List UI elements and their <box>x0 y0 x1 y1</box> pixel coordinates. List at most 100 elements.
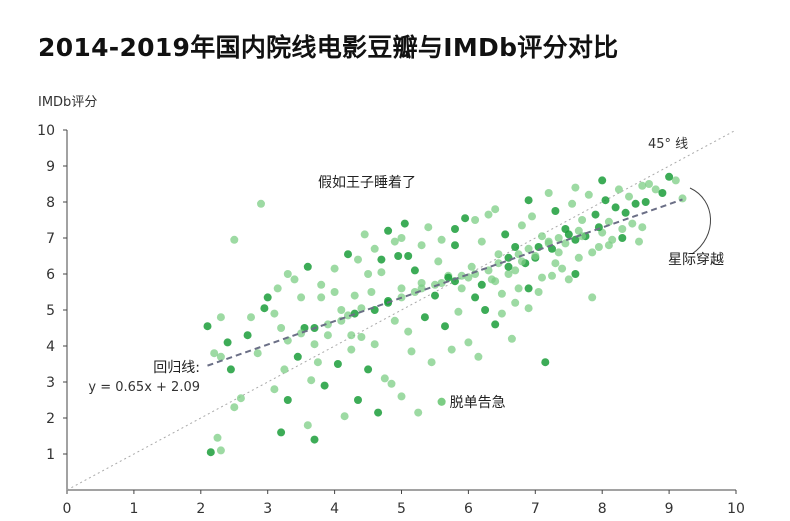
data-point <box>310 435 319 444</box>
data-point <box>534 288 543 296</box>
data-point <box>283 396 292 404</box>
data-point <box>273 284 282 293</box>
data-point <box>481 306 490 314</box>
data-point <box>347 331 356 340</box>
data-point <box>564 230 573 239</box>
data-point <box>303 421 312 430</box>
data-point <box>554 234 563 242</box>
data-point <box>213 433 222 442</box>
data-point <box>471 216 480 224</box>
data-point <box>297 293 306 302</box>
data-point <box>625 192 633 201</box>
data-point <box>344 250 352 259</box>
data-point <box>417 241 426 250</box>
data-point <box>471 293 480 302</box>
data-point <box>330 288 339 296</box>
data-point <box>370 244 379 253</box>
data-point <box>598 176 607 185</box>
x-tick-label: 5 <box>397 501 406 517</box>
data-point <box>477 280 486 289</box>
data-point <box>410 288 419 296</box>
data-point <box>283 270 292 278</box>
data-point <box>621 208 630 217</box>
data-point <box>578 216 587 224</box>
data-point <box>531 252 540 260</box>
data-point <box>604 241 613 250</box>
data-point <box>290 275 299 284</box>
data-point <box>574 253 583 262</box>
data-point <box>665 172 674 181</box>
data-point <box>504 253 513 262</box>
data-point <box>491 277 500 286</box>
data-point <box>611 203 620 212</box>
data-point <box>554 248 563 257</box>
data-point <box>578 232 587 241</box>
data-point <box>277 324 286 332</box>
data-point <box>340 412 349 421</box>
data-point <box>370 340 379 349</box>
data-point <box>277 428 286 437</box>
data-point <box>397 284 406 293</box>
data-point <box>380 374 389 383</box>
data-point <box>474 352 483 361</box>
data-point <box>400 219 409 228</box>
data-point <box>601 196 610 205</box>
data-point <box>360 230 369 239</box>
data-point <box>317 293 326 302</box>
data-point <box>491 205 500 214</box>
data-point <box>511 298 520 307</box>
data-point <box>374 408 383 417</box>
x-tick-label: 10 <box>727 501 745 517</box>
data-point <box>451 241 459 250</box>
data-point <box>551 207 560 215</box>
data-point <box>364 270 373 278</box>
data-point <box>464 338 473 347</box>
data-point <box>216 313 225 322</box>
data-point <box>323 320 332 329</box>
data-point <box>297 329 306 338</box>
regression-equation: y = 0.65x + 2.09 <box>88 380 200 395</box>
data-point <box>444 273 453 282</box>
data-point <box>377 255 386 264</box>
data-point <box>387 379 396 388</box>
data-point <box>544 237 553 246</box>
data-point <box>203 322 212 331</box>
regression-line <box>207 198 683 367</box>
data-point <box>564 275 573 284</box>
data-point <box>544 189 553 197</box>
data-point <box>588 293 597 302</box>
reference-lines: 45° 线 <box>66 129 737 491</box>
data-point <box>461 214 470 223</box>
data-point <box>280 365 289 374</box>
regression-layer: 回归线: y = 0.65x + 2.09 <box>88 198 683 395</box>
data-point <box>394 252 403 260</box>
data-point <box>491 320 500 329</box>
data-point <box>407 347 416 356</box>
data-point <box>427 358 436 367</box>
data-point <box>514 284 523 293</box>
data-point <box>511 243 520 251</box>
data-point <box>568 199 577 208</box>
data-point <box>390 237 399 246</box>
data-point <box>524 284 533 293</box>
annotation-label: 脱单告急 <box>450 395 506 411</box>
data-point <box>243 331 252 340</box>
x-tick-label: 6 <box>464 501 473 517</box>
data-point <box>507 334 516 343</box>
data-point <box>671 176 680 185</box>
data-point <box>604 217 613 226</box>
data-point <box>384 226 393 235</box>
data-point <box>588 248 597 257</box>
data-point <box>424 223 433 232</box>
data-point <box>317 280 326 289</box>
data-point <box>320 381 329 390</box>
data-point <box>377 268 386 277</box>
y-tick-label: 3 <box>46 375 55 391</box>
data-point <box>477 237 486 246</box>
data-point <box>230 403 239 412</box>
data-point <box>451 225 459 233</box>
x-tick-label: 0 <box>63 501 72 517</box>
data-point <box>594 243 603 251</box>
data-point <box>484 210 493 219</box>
data-point <box>260 304 269 313</box>
